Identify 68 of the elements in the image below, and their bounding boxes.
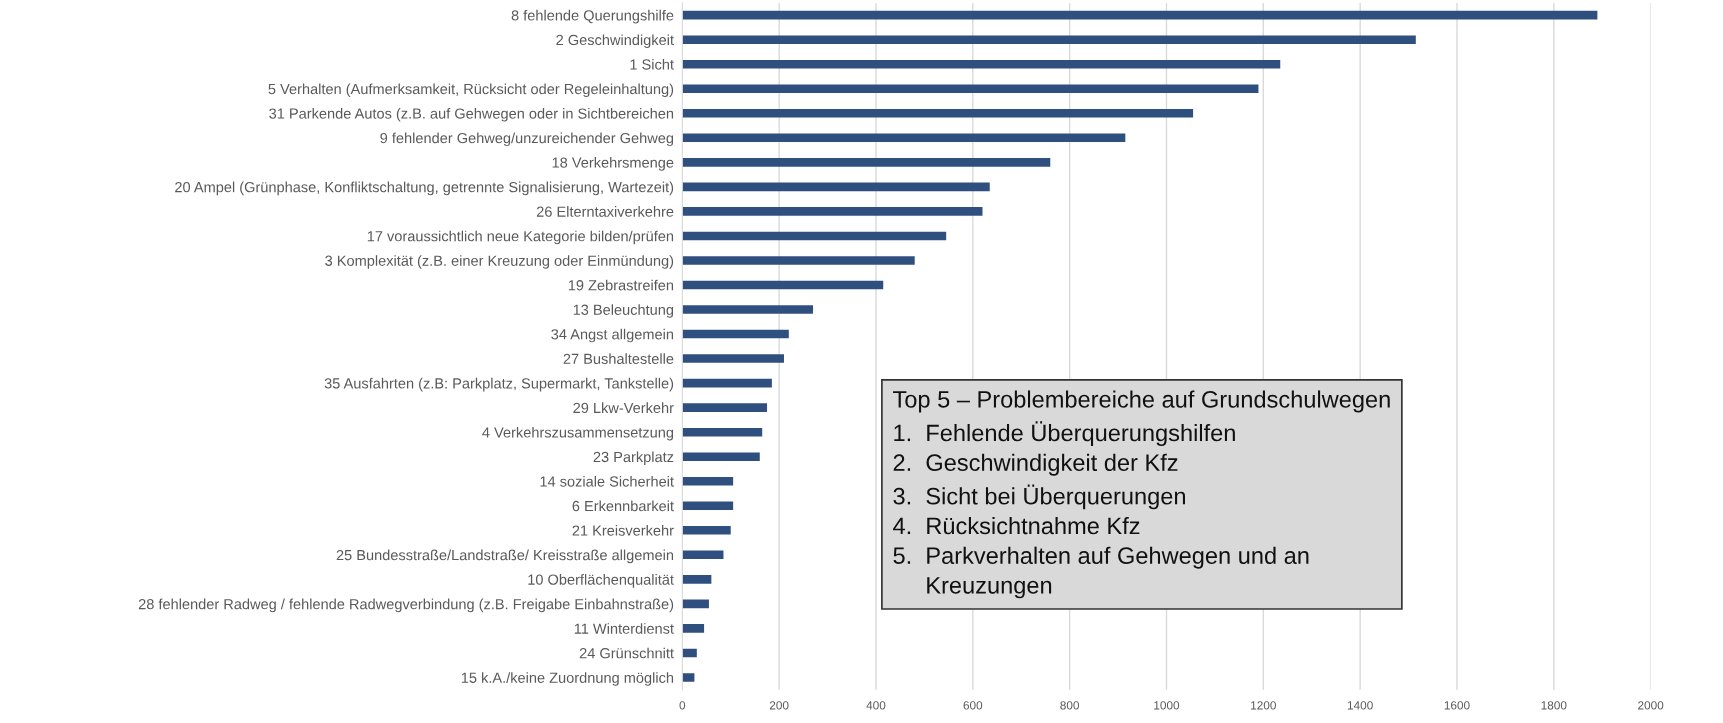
x-tick-label: 0 <box>679 701 686 710</box>
bar <box>682 133 1126 143</box>
bar <box>682 648 697 658</box>
y-tick-label: 19 Zebrastreifen <box>568 279 674 291</box>
bar <box>682 599 709 609</box>
y-tick-label: 15 k.A./keine Zuordnung möglich <box>461 672 674 686</box>
x-tick-label: 1800 <box>1541 701 1567 710</box>
bar <box>682 256 915 265</box>
bar <box>682 10 1598 20</box>
bar <box>682 158 1051 167</box>
y-tick-label: 31 Parkende Autos (z.B. auf Gehwegen oder in Sichtbereichen <box>269 107 674 122</box>
bar <box>682 354 784 363</box>
bar <box>682 427 763 437</box>
x-tick-label: 2000 <box>1638 701 1664 710</box>
x-tick-label: 200 <box>769 701 789 710</box>
y-tick-label: 6 Erkennbarkeit <box>572 500 674 512</box>
bar <box>682 329 789 339</box>
y-tick-label: 20 Ampel (Grünphase, Konfliktschaltung, getrennte Signalisierung, Wartezeit) <box>175 181 674 196</box>
y-tick-label: 2 Geschwindigkeit <box>556 34 674 48</box>
y-tick-label: 5 Verhalten (Aufmerksamkeit, Rücksicht oder Regeleinhaltung) <box>268 83 674 98</box>
y-tick-label: 13 Beleuchtung <box>573 304 674 318</box>
bar <box>682 305 814 314</box>
x-tick-label: 600 <box>963 701 983 710</box>
y-tick-label: 26 Elterntaxiverkehre <box>536 206 674 217</box>
x-tick-label: 1400 <box>1347 701 1373 710</box>
y-tick-label: 3 Komplexität (z.B. einer Kreuzung oder Einmündung) <box>325 255 674 269</box>
y-tick-label: 14 soziale Sicherheit <box>540 475 674 487</box>
bar <box>682 35 1416 44</box>
x-tick-label: 1000 <box>1154 701 1180 710</box>
y-tick-label: 29 Lkw-Verkehr <box>573 402 674 414</box>
y-tick-label: 21 Kreisverkehr <box>572 525 674 536</box>
bar <box>682 624 705 633</box>
bar <box>682 280 884 290</box>
bar <box>682 575 712 584</box>
x-tick-label: 400 <box>866 701 886 710</box>
y-tick-label: 27 Bushaltestelle <box>563 353 674 365</box>
annotation: Top 5 – Problembereiche auf Grundschulwegen 1. Fehlende Überquerungshilfen 2. Geschwindigkeit der Kfz 3. Sicht bei Überquerungen 4. Rücksichtnahme Kfz 5. Parkverhalten auf Gehwegen und an Kreuzungen <box>893 390 1390 599</box>
x-tick-label: 800 <box>1060 701 1080 710</box>
y-tick-label: 35 Ausfahrten (z.B: Parkplatz, Supermarkt, Tankstelle) <box>324 377 674 392</box>
bar <box>682 452 760 461</box>
y-tick-label: 23 Parkplatz <box>593 451 674 466</box>
y-tick-label: 18 Verkehrsmenge <box>552 157 674 171</box>
bar <box>682 84 1259 94</box>
bar <box>682 526 731 535</box>
bar <box>682 207 983 216</box>
y-tick-label: 4 Verkehrszusammensetzung <box>482 426 674 441</box>
y-tick-label: 1 Sicht <box>630 58 674 70</box>
y-tick-label: 11 Winterdienst <box>574 623 674 634</box>
x-tick-label: 1200 <box>1251 701 1276 710</box>
y-tick-label: 25 Bundesstraße/Landstraße/ Kreisstraße allgemein <box>336 549 674 564</box>
bar <box>682 403 768 412</box>
x-tick-label: 1600 <box>1444 701 1470 710</box>
bar <box>682 231 947 241</box>
y-tick-label: 34 Angst allgemein <box>551 328 674 343</box>
bar <box>682 59 1281 69</box>
bar <box>682 476 734 486</box>
y-tick-label: 28 fehlender Radweg / fehlende Radwegverbindung (z.B. Freigabe Einbahnstraße) <box>138 598 674 613</box>
bar <box>682 673 695 682</box>
bar <box>682 108 1194 118</box>
bar <box>682 378 772 388</box>
y-tick-label: 17 voraussichtlich neue Kategorie bilden/prüfen <box>367 230 674 245</box>
bar <box>682 182 990 192</box>
y-tick-label: 24 Grünschnitt <box>579 647 674 659</box>
y-tick-label: 10 Oberflächenqualität <box>528 574 674 588</box>
bar <box>682 550 724 560</box>
bar <box>682 501 734 511</box>
y-tick-label: 8 fehlende Querungshilfe <box>511 9 674 24</box>
y-tick-label: 9 fehlender Gehweg/unzureichender Gehweg <box>380 132 674 147</box>
